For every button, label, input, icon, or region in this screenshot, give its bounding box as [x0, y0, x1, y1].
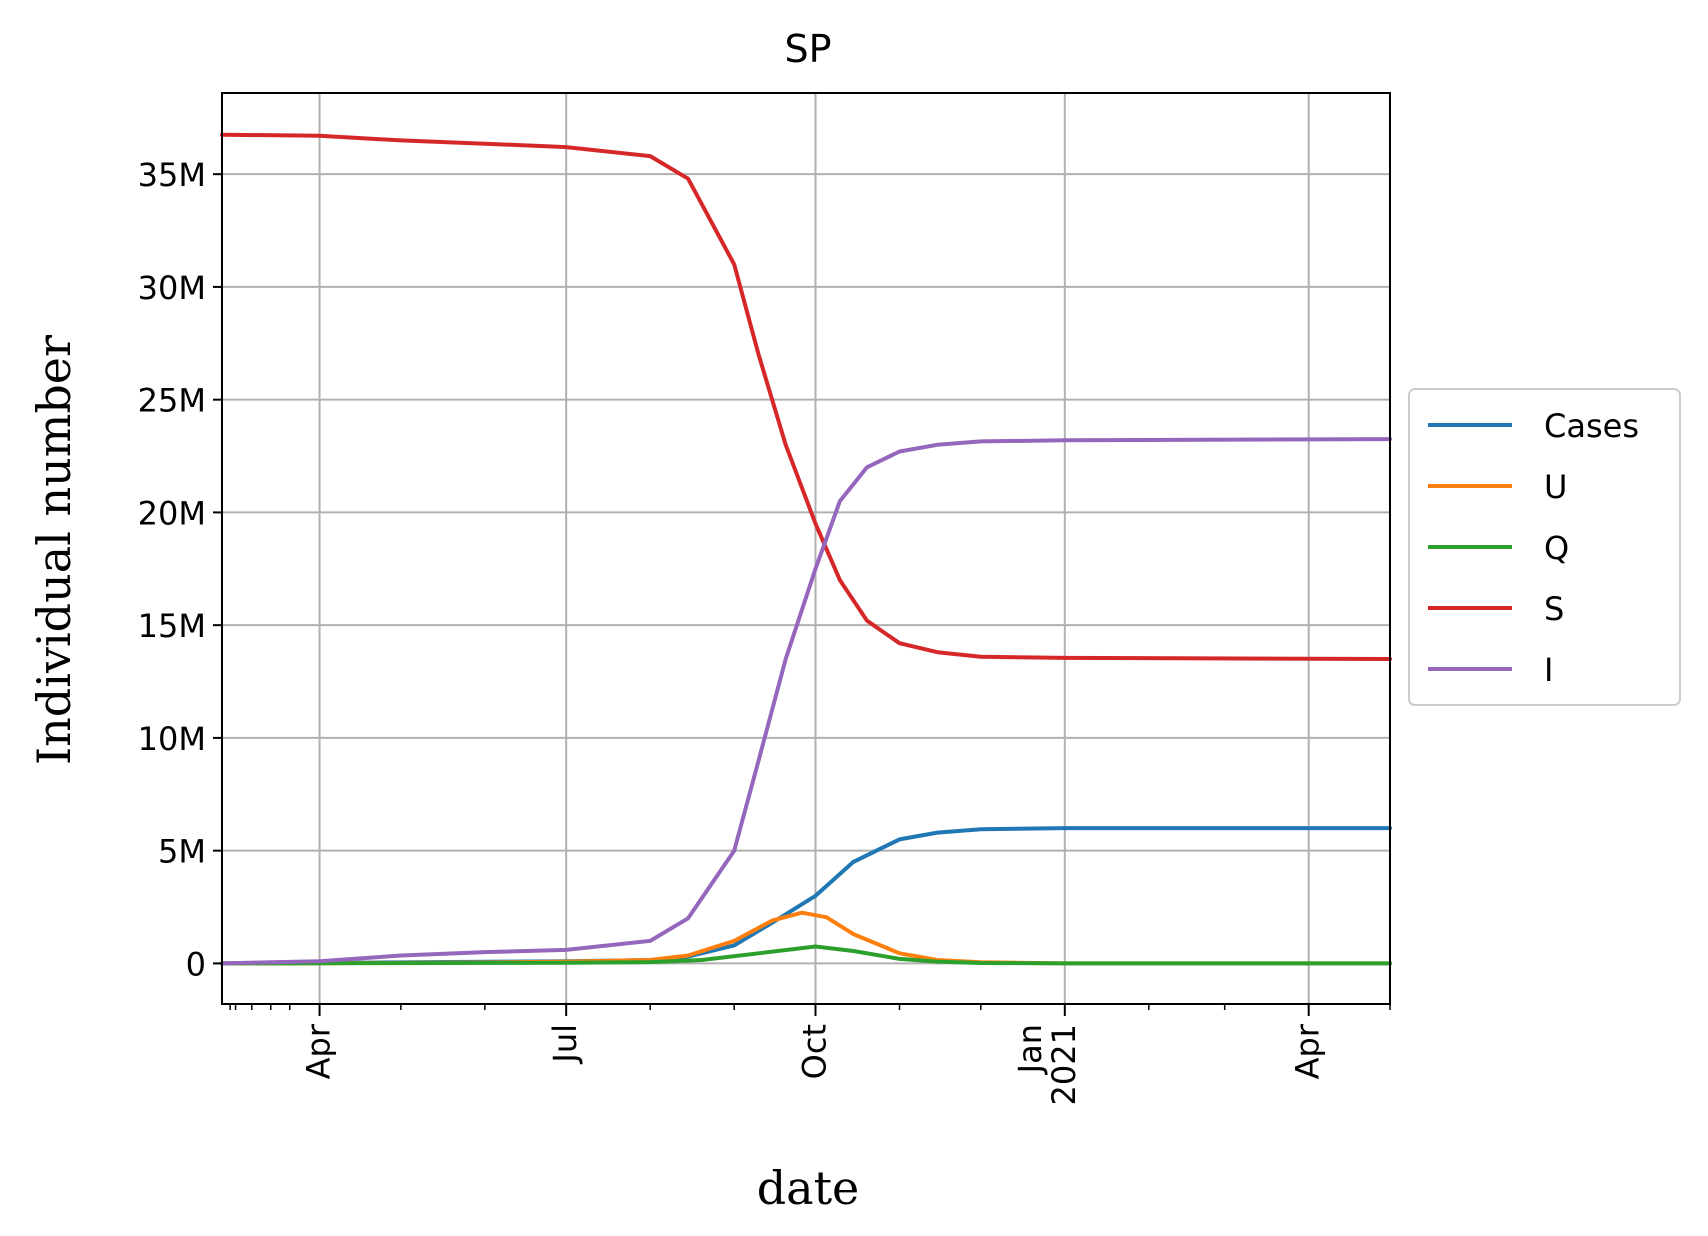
y-axis: 0 5M 10M 15M 20M 25M 30M 35M	[138, 156, 222, 983]
legend-label-cases: Cases	[1544, 407, 1639, 445]
series-lines	[220, 132, 1392, 966]
x-tick-label: 2021	[1045, 1024, 1083, 1105]
y-tick-label: 5M	[158, 833, 206, 871]
x-tick-label: Apr	[300, 1023, 338, 1079]
x-axis-label: date	[757, 1161, 860, 1215]
y-axis-label: Individual number	[27, 335, 81, 765]
y-tick-label: 35M	[138, 156, 206, 194]
y-tick-label: 10M	[138, 720, 206, 758]
grid	[222, 93, 1390, 1004]
x-tick-label: Jul	[546, 1024, 584, 1065]
legend-label-s: S	[1544, 590, 1564, 628]
series-line-q	[220, 944, 1392, 966]
legend-box	[1408, 388, 1681, 706]
x-tick-label: Oct	[795, 1024, 833, 1079]
plot-frame	[221, 92, 1391, 1005]
x-tick-label: Apr	[1289, 1023, 1327, 1079]
x-tick-label: Jan	[1011, 1024, 1049, 1075]
y-tick-label: 15M	[138, 607, 206, 645]
legend-label-q: Q	[1544, 529, 1569, 567]
series-line-s	[220, 132, 1392, 661]
y-tick-label: 25M	[138, 382, 206, 420]
legend-label-u: U	[1544, 468, 1567, 506]
y-tick-label: 20M	[138, 494, 206, 532]
series-line-i	[220, 437, 1392, 966]
legend-label-i: I	[1544, 651, 1553, 689]
y-tick-label: 0	[186, 945, 206, 983]
y-tick-label: 30M	[138, 269, 206, 307]
chart-title: SP	[784, 27, 831, 71]
